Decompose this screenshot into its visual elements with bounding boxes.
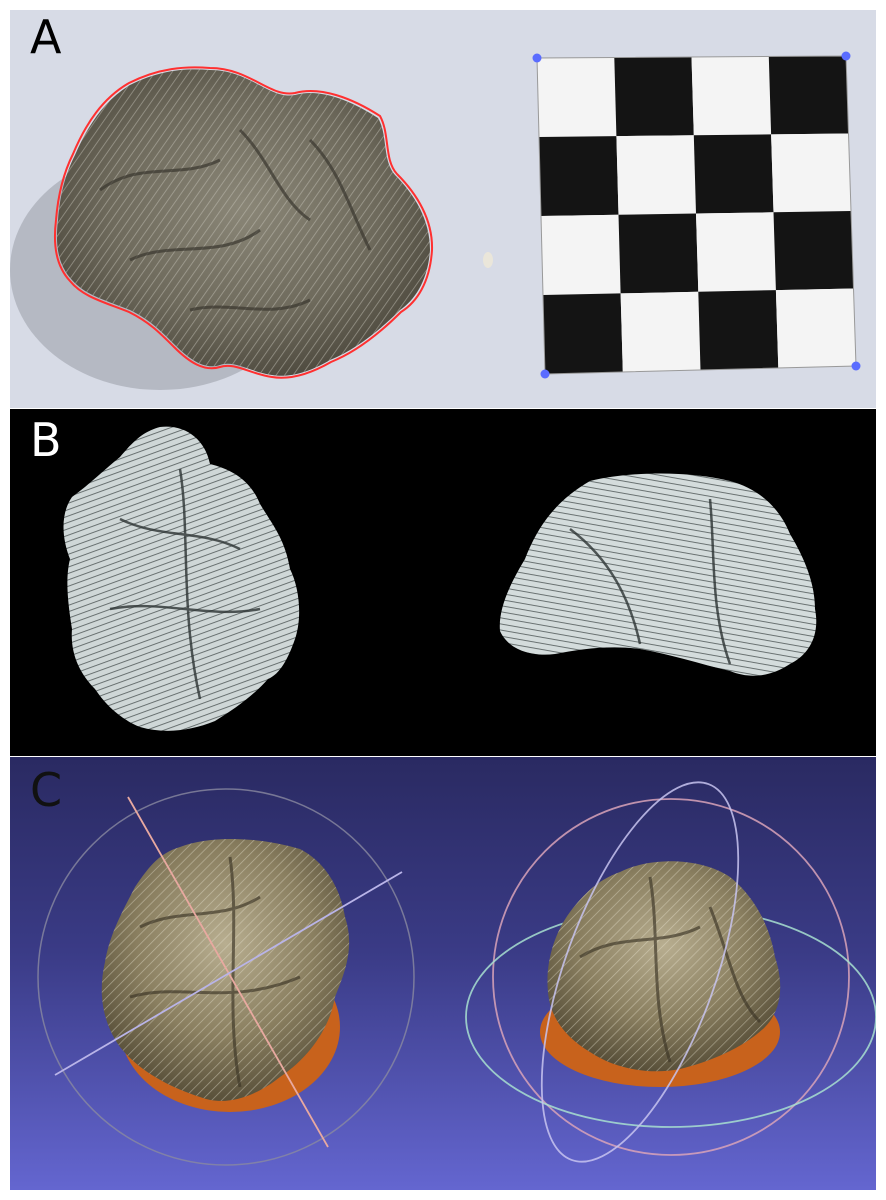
corner-markers <box>532 51 861 379</box>
debris <box>483 252 493 268</box>
render-top-view <box>63 426 300 731</box>
trackball-axis-left-2 <box>54 871 403 1076</box>
render-side-valleys <box>569 498 732 665</box>
corner-marker-top-right <box>841 51 851 61</box>
coral-model-left-ridges <box>101 838 350 1101</box>
coral-ridges <box>56 69 431 376</box>
coral-model-right-ridges <box>547 861 781 1072</box>
corner-marker-bottom-right <box>851 361 861 371</box>
coral-model-left-valleys <box>129 856 301 1088</box>
checker-cell <box>543 293 623 374</box>
checker-cell <box>537 57 617 137</box>
checker-cell <box>698 290 779 370</box>
coral-outline <box>53 66 434 379</box>
checker-cell <box>541 214 621 295</box>
corner-marker-top-left <box>532 53 542 63</box>
coral-valleys <box>99 128 372 312</box>
panel-a-canvas <box>10 51 861 390</box>
panel-c-3d-model: C <box>10 757 876 1190</box>
checker-cell <box>614 57 694 137</box>
trackball-ring-right-blue <box>540 781 740 1163</box>
checker-cell <box>539 136 619 216</box>
checker-cell <box>768 56 849 135</box>
checkerboard-scale <box>536 55 857 375</box>
checker-cell <box>691 56 772 136</box>
trackball-ring-left <box>37 788 415 1166</box>
checker-cell <box>696 212 776 292</box>
render-top-valleys <box>109 468 261 700</box>
checker-cell <box>620 291 701 372</box>
checker-cell <box>693 134 774 214</box>
checker-cell <box>775 288 856 368</box>
panel-label-a: A <box>30 10 62 64</box>
panel-b-canvas <box>63 426 817 731</box>
coral-model-right-valleys <box>579 876 762 1063</box>
render-side-view <box>499 473 817 676</box>
panel-label-c: C <box>30 763 63 817</box>
checker-cell <box>618 213 699 294</box>
checker-cell <box>773 211 854 291</box>
panel-c-canvas <box>37 781 876 1166</box>
panel-b-renders: B <box>10 409 876 756</box>
panel-a-photo: A <box>10 10 876 408</box>
checker-cell <box>616 135 696 215</box>
panel-label-b: B <box>30 413 62 467</box>
trackball-axis-left-1 <box>127 796 329 1148</box>
corner-marker-bottom-left <box>540 369 550 379</box>
checker-cell <box>771 133 851 213</box>
trackball-ring-right-red <box>492 798 850 1156</box>
